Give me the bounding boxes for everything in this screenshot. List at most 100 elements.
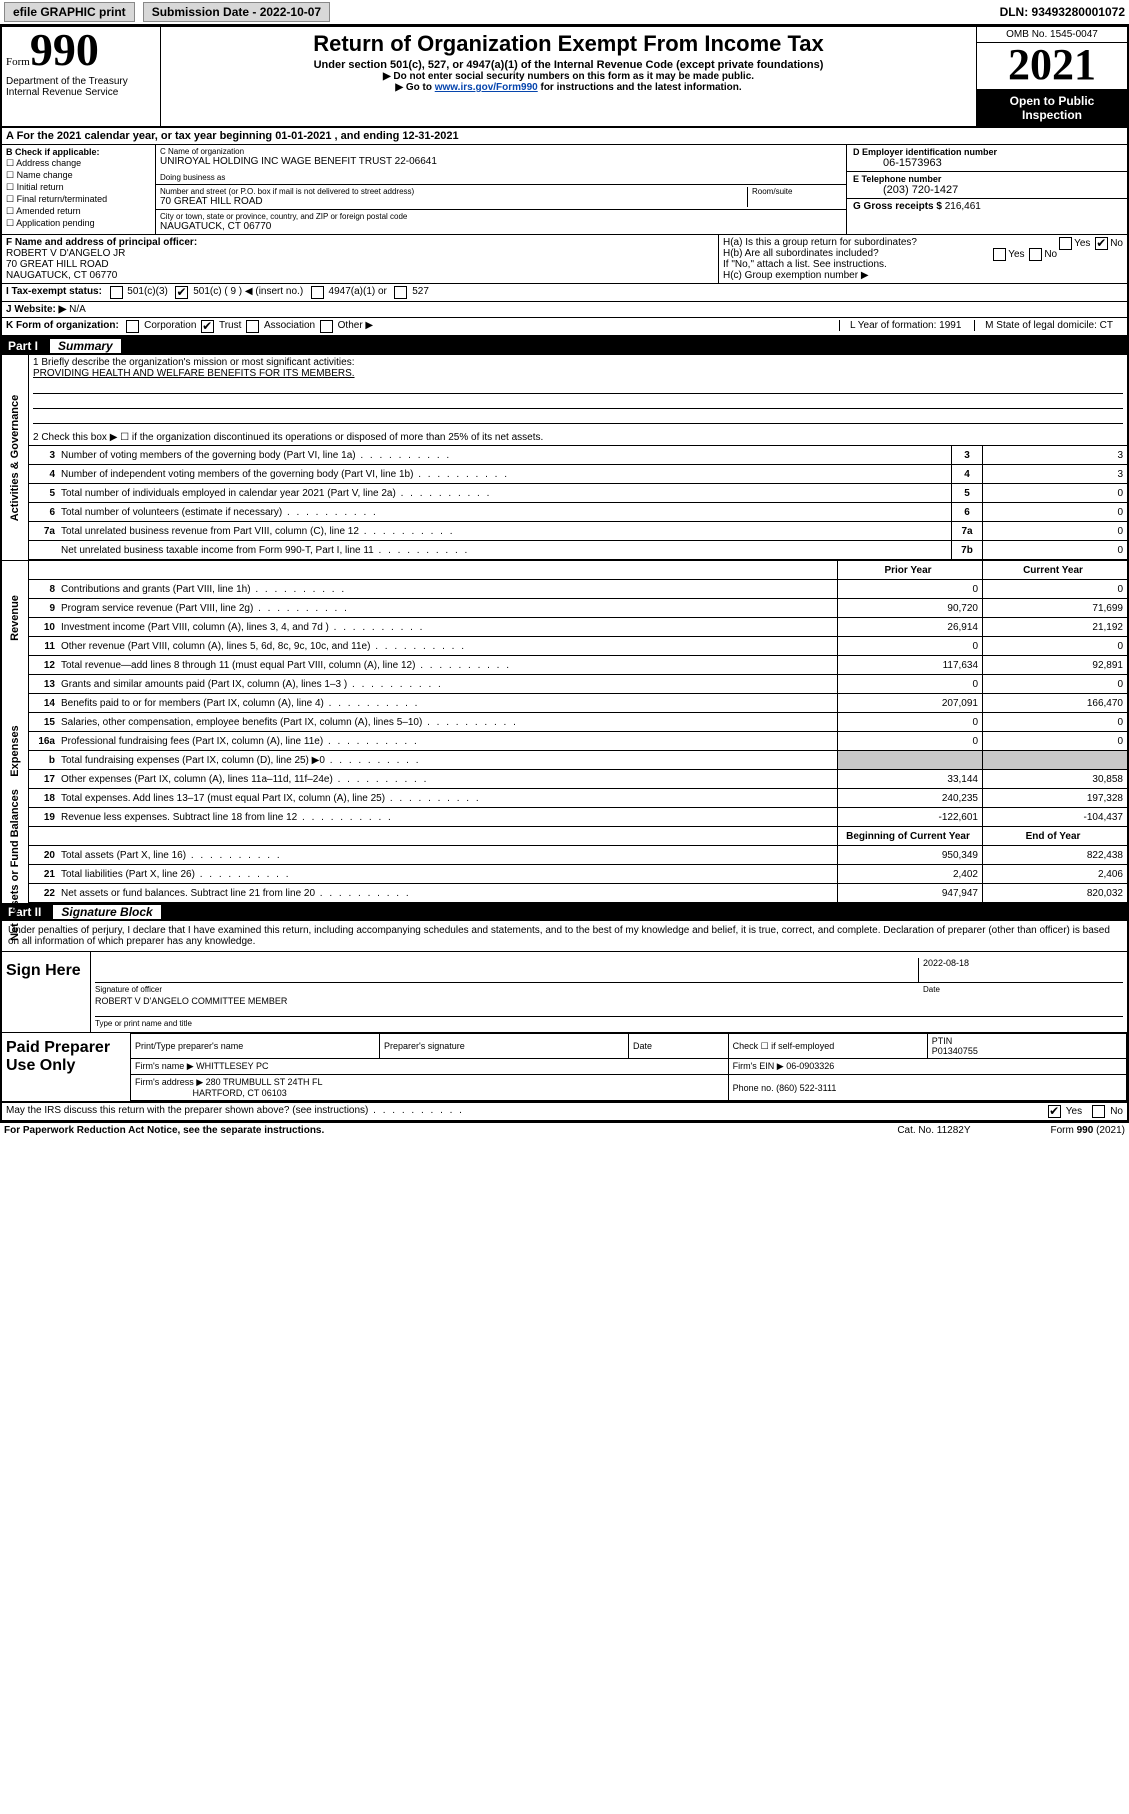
side-revenue: Revenue xyxy=(2,561,29,675)
cb-final-return[interactable]: ☐ Final return/terminated xyxy=(6,194,151,205)
cb-4947[interactable] xyxy=(311,286,324,299)
part2-bar: Part II Signature Block xyxy=(2,903,1127,921)
cb-other[interactable] xyxy=(320,320,333,333)
cb-application-pending[interactable]: ☐ Application pending xyxy=(6,218,151,229)
dba-label: Doing business as xyxy=(160,173,842,182)
cb-501c[interactable] xyxy=(175,286,188,299)
part1-title: Summary xyxy=(50,339,121,353)
prior-val: -122,601 xyxy=(837,808,982,826)
row-a-tax-year: A For the 2021 calendar year, or tax yea… xyxy=(2,128,1127,145)
current-val: 30,858 xyxy=(982,770,1127,788)
expenses-section: Expenses 13Grants and similar amounts pa… xyxy=(2,675,1127,827)
data-row: 14Benefits paid to or for members (Part … xyxy=(29,694,1127,713)
cb-assoc[interactable] xyxy=(246,320,259,333)
col-current-year: Current Year xyxy=(982,561,1127,579)
line-box: 7a xyxy=(951,522,982,540)
irs-link[interactable]: www.irs.gov/Form990 xyxy=(435,82,538,93)
line-num: 7a xyxy=(29,526,59,537)
cb-527[interactable] xyxy=(394,286,407,299)
opt-501c3: 501(c)(3) xyxy=(127,286,168,299)
line-num: 8 xyxy=(29,584,59,595)
prior-val: 947,947 xyxy=(837,884,982,902)
addr-label: Number and street (or P.O. box if mail i… xyxy=(160,187,747,196)
page-footer: For Paperwork Reduction Act Notice, see … xyxy=(0,1123,1129,1138)
prior-val: 33,144 xyxy=(837,770,982,788)
officer-addr1: 70 GREAT HILL ROAD xyxy=(6,259,109,270)
line-desc: Program service revenue (Part VIII, line… xyxy=(59,601,837,616)
na-header-row: Beginning of Current Year End of Year xyxy=(29,827,1127,846)
phone-value: (203) 720-1427 xyxy=(853,184,1121,196)
paid-preparer-label: Paid Preparer Use Only xyxy=(2,1033,130,1101)
cb-initial-return[interactable]: ☐ Initial return xyxy=(6,182,151,193)
form-footer: Form 990 (2021) xyxy=(1051,1125,1125,1136)
current-val: 0 xyxy=(982,713,1127,731)
submission-date-button[interactable]: Submission Date - 2022-10-07 xyxy=(143,2,330,22)
addr-value: 70 GREAT HILL ROAD xyxy=(160,196,747,207)
org-name-label: C Name of organization xyxy=(160,147,842,156)
subtitle-1: Under section 501(c), 527, or 4947(a)(1)… xyxy=(167,59,970,71)
row-j-website: J Website: ▶ N/A xyxy=(2,302,1127,318)
col-c-org-info: C Name of organization UNIROYAL HOLDING … xyxy=(156,145,847,234)
cb-name-change[interactable]: ☐ Name change xyxy=(6,170,151,181)
hb-yes[interactable] xyxy=(993,248,1006,261)
prior-val: 26,914 xyxy=(837,618,982,636)
prior-val: 90,720 xyxy=(837,599,982,617)
line-num: 16a xyxy=(29,736,59,747)
gov-row: 7aTotal unrelated business revenue from … xyxy=(29,522,1127,541)
cb-corp[interactable] xyxy=(126,320,139,333)
cb-amended-return[interactable]: ☐ Amended return xyxy=(6,206,151,217)
discuss-yes[interactable] xyxy=(1048,1105,1061,1118)
form-number: 990 xyxy=(30,24,99,75)
line-desc: Total fundraising expenses (Part IX, col… xyxy=(59,753,837,768)
opt-assoc: Association xyxy=(264,320,315,333)
data-row: 9Program service revenue (Part VIII, lin… xyxy=(29,599,1127,618)
line-desc: Net unrelated business taxable income fr… xyxy=(59,543,951,558)
row-k-label: K Form of organization: xyxy=(6,320,119,333)
firm-ein: 06-0903326 xyxy=(786,1061,834,1071)
catalog-number: Cat. No. 11282Y xyxy=(897,1125,970,1136)
data-row: 10Investment income (Part VIII, column (… xyxy=(29,618,1127,637)
line-num: 22 xyxy=(29,888,59,899)
officer-name: ROBERT V D'ANGELO JR xyxy=(6,248,125,259)
discuss-no[interactable] xyxy=(1092,1105,1105,1118)
firm-name-label: Firm's name ▶ xyxy=(135,1061,194,1071)
cb-trust[interactable] xyxy=(201,320,214,333)
ha-yes[interactable] xyxy=(1059,237,1072,250)
line-num: 13 xyxy=(29,679,59,690)
form-title: Return of Organization Exempt From Incom… xyxy=(167,31,970,57)
gov-row: 4Number of independent voting members of… xyxy=(29,465,1127,484)
prior-val: 0 xyxy=(837,713,982,731)
room-label: Room/suite xyxy=(752,187,842,196)
opt-trust: Trust xyxy=(219,320,241,333)
part1-bar: Part I Summary xyxy=(2,337,1127,355)
line-desc: Other revenue (Part VIII, column (A), li… xyxy=(59,639,837,654)
data-row: 13Grants and similar amounts paid (Part … xyxy=(29,675,1127,694)
preparer-table: Print/Type preparer's name Preparer's si… xyxy=(130,1033,1127,1101)
line-desc: Total unrelated business revenue from Pa… xyxy=(59,524,951,539)
yes-label: Yes xyxy=(1066,1106,1082,1117)
col-b-checkboxes: B Check if applicable: ☐ Address change … xyxy=(2,145,156,234)
net-assets-section: Net Assets or Fund Balances Beginning of… xyxy=(2,827,1127,903)
year-formation: L Year of formation: 1991 xyxy=(839,320,971,331)
line-desc: Benefits paid to or for members (Part IX… xyxy=(59,696,837,711)
firm-addr2: HARTFORD, CT 06103 xyxy=(193,1088,287,1098)
sig-officer-label: Signature of officer xyxy=(95,985,923,994)
pra-notice: For Paperwork Reduction Act Notice, see … xyxy=(4,1125,324,1136)
line-num: 14 xyxy=(29,698,59,709)
current-val: 0 xyxy=(982,675,1127,693)
cb-address-change[interactable]: ☐ Address change xyxy=(6,158,151,169)
efile-print-button[interactable]: efile GRAPHIC print xyxy=(4,2,135,22)
data-row: 11Other revenue (Part VIII, column (A), … xyxy=(29,637,1127,656)
ha-no[interactable] xyxy=(1095,237,1108,250)
hb-no[interactable] xyxy=(1029,248,1042,261)
subtitle-2: ▶ Do not enter social security numbers o… xyxy=(167,71,970,82)
cb-501c3[interactable] xyxy=(110,286,123,299)
side-net-assets: Net Assets or Fund Balances xyxy=(2,827,29,903)
sub3-pre: ▶ Go to xyxy=(395,82,434,93)
prior-val: 207,091 xyxy=(837,694,982,712)
line-box: 6 xyxy=(951,503,982,521)
prep-ptin: P01340755 xyxy=(932,1046,978,1056)
line-num: 17 xyxy=(29,774,59,785)
row-k-form-org: K Form of organization: Corporation Trus… xyxy=(2,318,1127,337)
officer-label: F Name and address of principal officer: xyxy=(6,237,197,248)
